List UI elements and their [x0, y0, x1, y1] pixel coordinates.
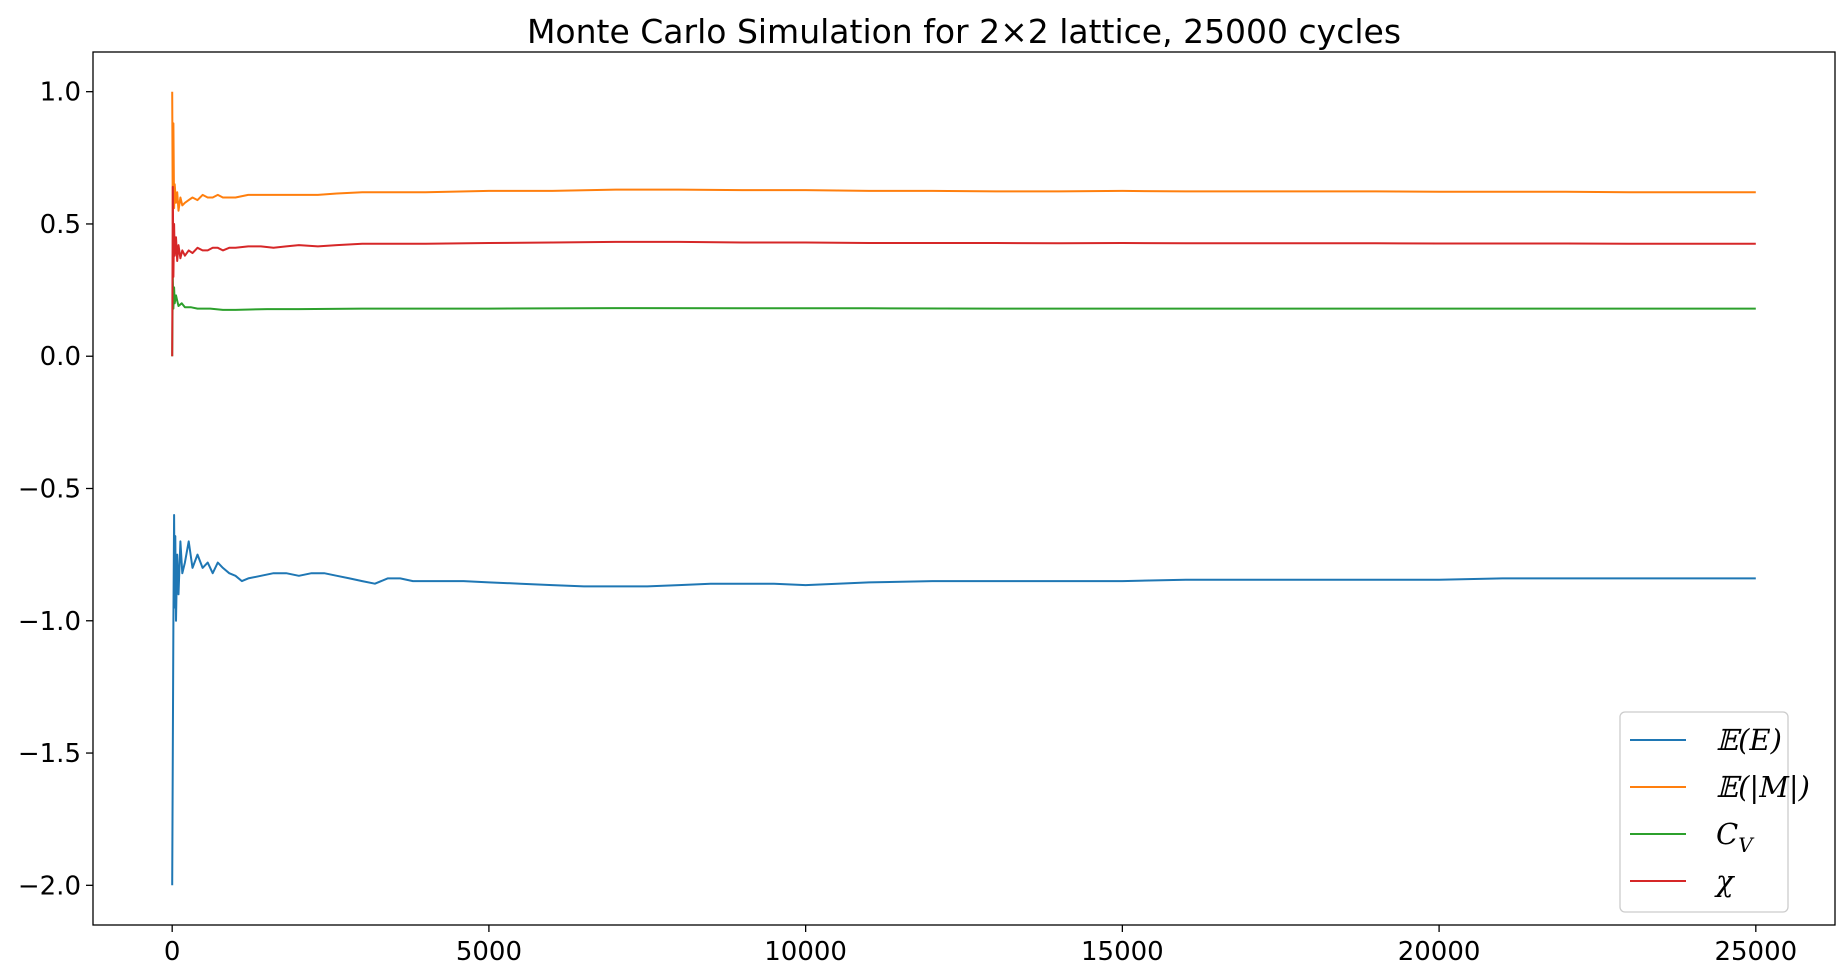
legend-label: 𝔼(E) — [1716, 723, 1782, 757]
x-tick-label: 0 — [164, 937, 181, 967]
y-tick-label: 0.0 — [40, 342, 81, 372]
plot-frame — [92, 51, 1836, 926]
y-tick-label: 0.5 — [40, 210, 81, 240]
x-tick-label: 5000 — [456, 937, 522, 967]
series-line-3 — [171, 275, 1756, 357]
y-tick-label: −0.5 — [18, 475, 81, 505]
series-line-2 — [171, 91, 1756, 225]
y-axis: 1.0 0.5 0.0 −0.5 −1.0 −1.5 −2.0 — [18, 78, 93, 901]
legend-label: 𝔼(|M|) — [1716, 770, 1810, 804]
series-line-4 — [171, 185, 1756, 357]
y-tick-label: −1.5 — [18, 739, 81, 769]
x-tick-label: 15000 — [1081, 937, 1164, 967]
chart-title: Monte Carlo Simulation for 2×2 lattice, … — [527, 12, 1401, 51]
x-tick-label: 25000 — [1714, 937, 1797, 967]
legend-label: χ — [1714, 864, 1735, 898]
x-axis: 0 5000 10000 15000 20000 25000 — [164, 925, 1797, 967]
legend: 𝔼(E)𝔼(|M|)CVχ — [1619, 711, 1810, 913]
y-tick-label: −2.0 — [18, 871, 81, 901]
series-line-1 — [171, 514, 1756, 886]
legend-box — [1619, 711, 1789, 913]
plot-lines — [171, 91, 1756, 886]
x-tick-label: 20000 — [1398, 937, 1481, 967]
x-tick-label: 10000 — [764, 937, 847, 967]
y-tick-label: −1.0 — [18, 607, 81, 637]
y-tick-label: 1.0 — [40, 78, 81, 108]
